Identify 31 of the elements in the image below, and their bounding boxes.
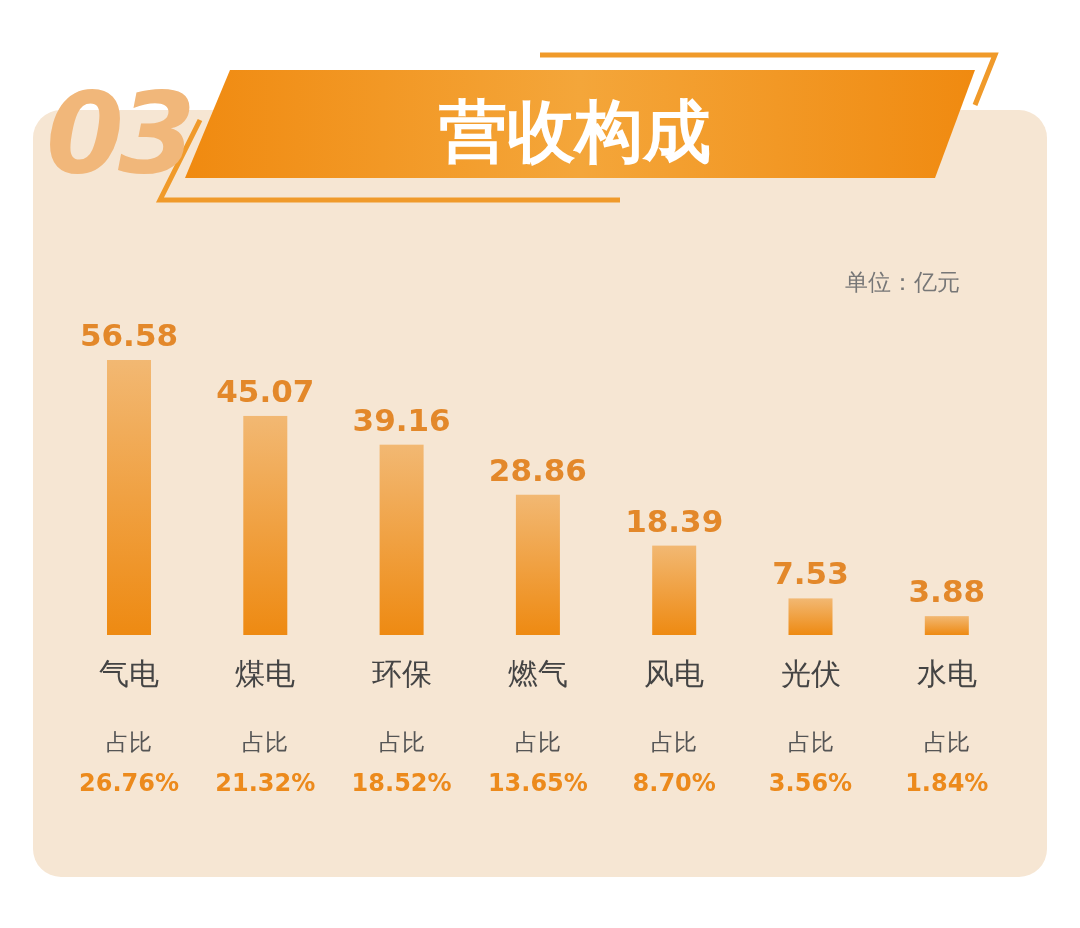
text: 8.70% xyxy=(632,769,716,797)
text: 占比 xyxy=(106,729,152,755)
x-tick-label: 光伏 xyxy=(780,656,841,691)
text: 13.65% xyxy=(487,769,588,797)
data-label: 18.39 xyxy=(625,502,724,539)
chart-title: 营收构成 xyxy=(439,92,711,171)
x-tick-label: 燃气 xyxy=(507,656,568,691)
text: 占比 xyxy=(378,729,425,755)
data-label: 39.16 xyxy=(352,401,451,438)
data-label: 45.07 xyxy=(216,372,315,409)
text: 占比 xyxy=(787,729,834,755)
text: 占比 xyxy=(651,729,698,755)
text: 1.84% xyxy=(905,769,989,797)
chart-subtitle: 单位：亿元 xyxy=(845,269,960,295)
data-label: 7.53 xyxy=(772,555,849,592)
x-tick-label: 环保 xyxy=(371,656,432,691)
x-tick-label: 水电 xyxy=(916,656,977,691)
data-label: 3.88 xyxy=(908,573,986,610)
text: 占比 xyxy=(923,729,970,755)
text: 03 xyxy=(46,68,190,198)
data-label: 56.58 xyxy=(79,317,179,353)
text: 26.76% xyxy=(79,769,179,797)
x-tick-label: 气电 xyxy=(99,656,159,691)
text: 3.56% xyxy=(768,769,853,797)
text: 18.52% xyxy=(351,769,452,797)
text: 21.32% xyxy=(215,769,316,797)
text: 占比 xyxy=(514,729,561,755)
data-label: 28.86 xyxy=(488,451,587,488)
text: 占比 xyxy=(242,729,289,755)
x-tick-label: 煤电 xyxy=(235,656,296,691)
x-tick-label: 风电 xyxy=(644,656,705,691)
